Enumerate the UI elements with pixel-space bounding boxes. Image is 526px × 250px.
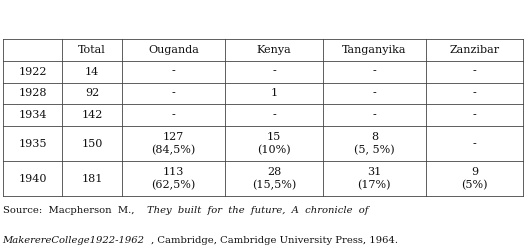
Text: -: -: [473, 139, 477, 149]
Text: 9
(5%): 9 (5%): [461, 167, 488, 190]
Text: -: -: [171, 66, 176, 76]
Text: 14: 14: [85, 66, 99, 76]
Text: 31
(17%): 31 (17%): [358, 167, 391, 190]
Text: -: -: [372, 88, 376, 99]
Text: Tanganyika: Tanganyika: [342, 45, 407, 55]
Text: Source:  Macpherson  M.,: Source: Macpherson M.,: [3, 206, 140, 215]
Text: -: -: [473, 88, 477, 99]
Text: -: -: [171, 110, 176, 120]
Text: 15
(10%): 15 (10%): [257, 132, 291, 155]
Text: 8
(5, 5%): 8 (5, 5%): [354, 132, 394, 156]
Text: 1934: 1934: [18, 110, 47, 120]
Text: They  built  for  the  future,  A  chronicle  of: They built for the future, A chronicle o…: [147, 206, 369, 215]
Text: Ouganda: Ouganda: [148, 45, 199, 55]
Text: 1935: 1935: [18, 139, 47, 149]
Text: -: -: [372, 110, 376, 120]
Text: -: -: [372, 66, 376, 76]
Text: 92: 92: [85, 88, 99, 99]
Text: 181: 181: [82, 174, 103, 184]
Text: 1: 1: [270, 88, 278, 99]
Text: 28
(15,5%): 28 (15,5%): [252, 167, 296, 190]
Text: -: -: [473, 66, 477, 76]
Text: Total: Total: [78, 45, 106, 55]
Text: -: -: [272, 66, 276, 76]
Text: 1922: 1922: [18, 66, 47, 76]
Text: MakerereCollege1922-1962: MakerereCollege1922-1962: [3, 236, 145, 245]
Text: 1940: 1940: [18, 174, 47, 184]
Text: -: -: [473, 110, 477, 120]
Text: 1928: 1928: [18, 88, 47, 99]
Text: 127
(84,5%): 127 (84,5%): [151, 132, 196, 156]
Text: 113
(62,5%): 113 (62,5%): [151, 167, 196, 190]
Text: -: -: [272, 110, 276, 120]
Text: Zanzibar: Zanzibar: [450, 45, 500, 55]
Text: , Cambridge, Cambridge University Press, 1964.: , Cambridge, Cambridge University Press,…: [151, 236, 398, 245]
Text: Kenya: Kenya: [257, 45, 291, 55]
Text: 150: 150: [82, 139, 103, 149]
Text: 142: 142: [82, 110, 103, 120]
Text: -: -: [171, 88, 176, 99]
